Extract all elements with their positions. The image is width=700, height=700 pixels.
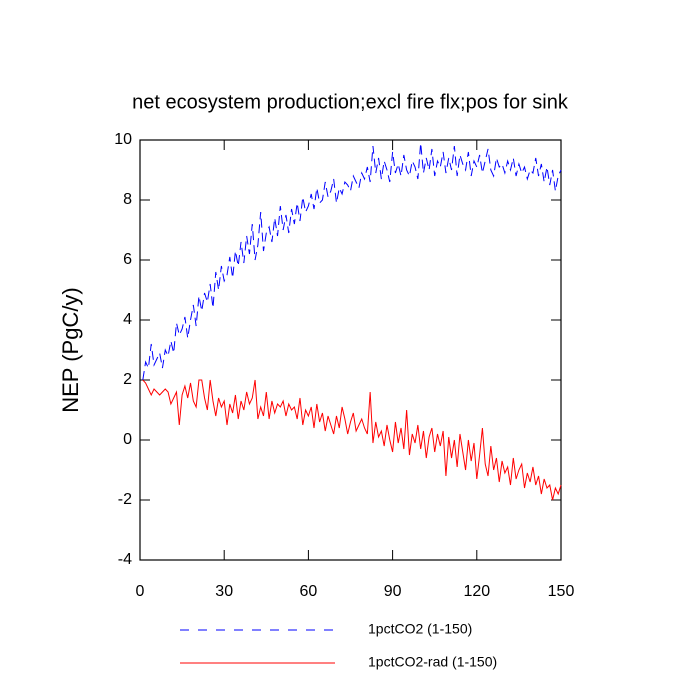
y-tick-label: 4 (123, 311, 132, 328)
plot-frame (139, 139, 562, 561)
y-axis-label: NEP (PgC/y) (58, 287, 83, 413)
y-tick-label: -2 (118, 491, 132, 508)
y-tick-label: -4 (118, 551, 132, 568)
data-line (142, 142, 562, 381)
x-tick-label: 0 (136, 583, 145, 600)
y-tick-label: 8 (123, 191, 132, 208)
data-line (142, 379, 562, 501)
x-tick-label: 150 (548, 583, 575, 600)
y-tick-label: 0 (123, 431, 132, 448)
x-tick-label: 120 (463, 583, 490, 600)
x-tick-label: 90 (384, 583, 402, 600)
y-tick-label: 6 (123, 251, 132, 268)
chart-title: net ecosystem production;excl fire flx;p… (132, 91, 569, 113)
x-tick-label: 60 (300, 583, 318, 600)
x-tick-label: 30 (215, 583, 233, 600)
legend-label: 1pctCO2 (1-150) (368, 621, 472, 637)
y-tick-label: 2 (123, 371, 132, 388)
y-tick-label: 10 (114, 131, 132, 148)
legend-label: 1pctCO2-rad (1-150) (368, 654, 497, 670)
